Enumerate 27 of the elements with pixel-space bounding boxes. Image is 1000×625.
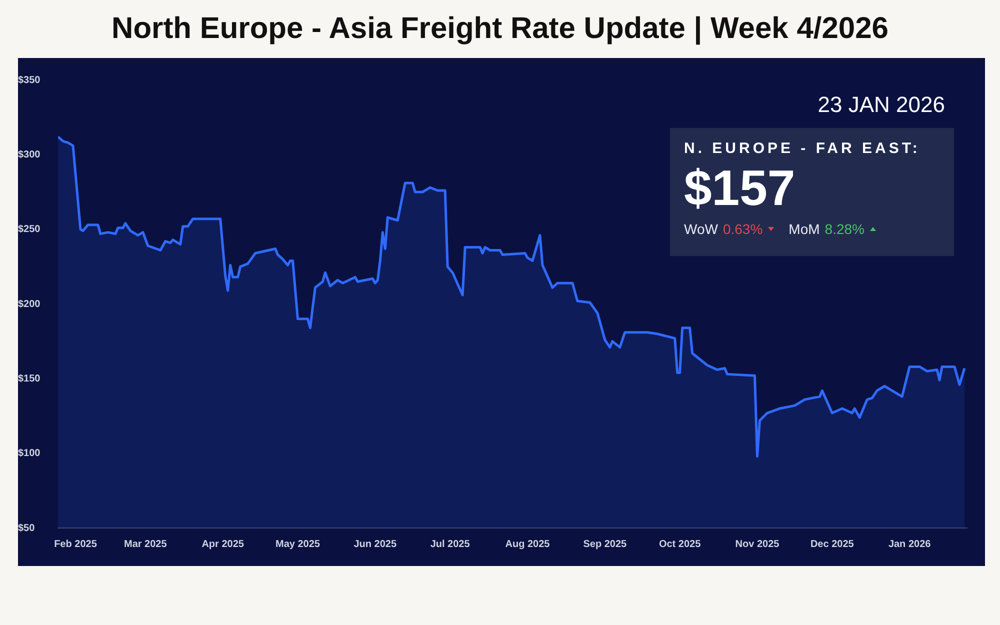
x-tick-label: Sep 2025	[583, 538, 628, 550]
annotation: 0.63%	[722, 221, 763, 237]
annotation: 23 JAN 2026	[818, 92, 945, 118]
annotation: MoM	[788, 221, 820, 237]
y-tick-label: $200	[18, 298, 41, 310]
x-tick-label: Mar 2025	[124, 538, 168, 550]
x-tick-label: Oct 2025	[658, 538, 702, 550]
y-tick-label: $250	[18, 224, 41, 236]
annotation: $157	[684, 159, 796, 217]
x-tick-label: Jul 2025	[430, 538, 470, 550]
annotation: WoW	[684, 221, 718, 237]
x-tick-label: Nov 2025	[735, 538, 780, 550]
y-tick-label: $350	[18, 74, 41, 86]
x-tick-label: Apr 2025	[202, 538, 244, 550]
annotation: N. EUROPE - FAR EAST:	[684, 140, 922, 157]
x-tick-label: Jun 2025	[354, 538, 397, 550]
chart-title: North Europe - Asia Freight Rate Update | Week 4/2026	[110, 12, 890, 46]
x-tick-label: May 2025	[275, 538, 320, 550]
x-tick-label: Jan 2026	[888, 538, 932, 550]
annotation: 8.28%	[824, 221, 864, 237]
x-tick-label: Feb 2025	[54, 538, 98, 550]
y-tick-label: $150	[18, 373, 41, 384]
x-tick-label: Dec 2025	[810, 538, 854, 550]
y-tick-label: $100	[18, 448, 41, 460]
y-tick-label: $300	[18, 149, 41, 160]
y-tick-label: $50	[18, 522, 36, 534]
x-tick-label: Aug 2025	[505, 538, 550, 550]
